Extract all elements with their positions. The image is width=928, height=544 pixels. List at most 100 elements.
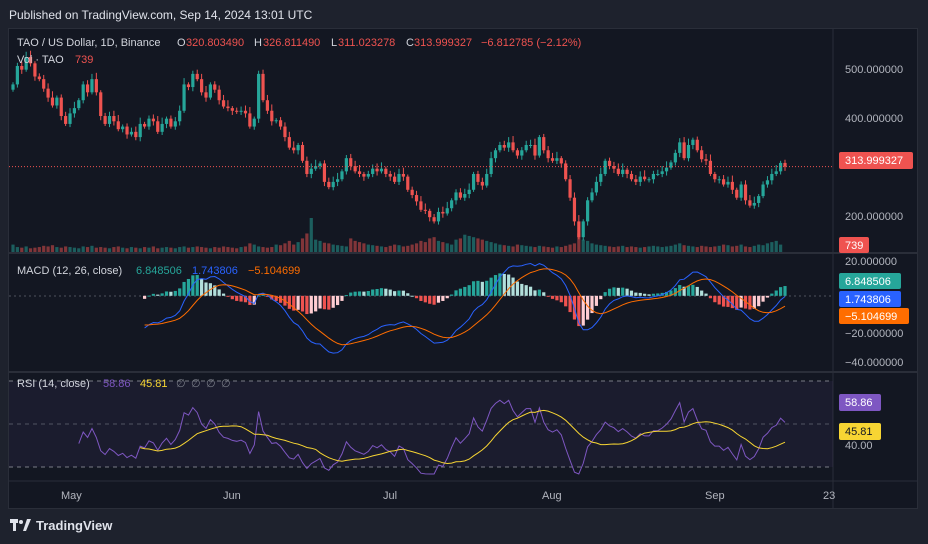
volume-bar — [59, 247, 63, 252]
macd-hist-bar — [673, 288, 677, 296]
macd-hist-bar — [770, 293, 774, 296]
volume-bar — [379, 246, 384, 252]
macd-title[interactable]: MACD (12, 26, close) — [17, 265, 122, 277]
candle-body — [186, 84, 191, 88]
macd-hist-bar — [704, 293, 708, 296]
macd-hist-bar — [375, 288, 379, 296]
symbol-title[interactable]: TAO / US Dollar, 1D, Binance — [17, 37, 160, 49]
candle-body — [515, 150, 520, 156]
macd-hist-bar — [388, 289, 392, 296]
candle-body — [239, 110, 243, 112]
volume-bar — [138, 248, 142, 252]
macd-hist-bar — [340, 295, 344, 301]
candle-body — [673, 152, 677, 163]
volume-bar — [770, 242, 774, 252]
volume-bar — [682, 245, 686, 252]
volume-bar — [305, 233, 309, 252]
candle-body — [375, 168, 379, 172]
volume-bar — [524, 245, 528, 252]
volume-bar — [599, 245, 603, 252]
macd-hist-bar — [489, 277, 493, 296]
macd-hist-bar — [164, 291, 169, 296]
volume-bar — [721, 244, 726, 252]
candle-body — [577, 221, 581, 238]
volume-bar — [265, 247, 270, 252]
candle-body — [721, 179, 726, 185]
volume-bar — [616, 246, 620, 252]
candle-body — [204, 92, 208, 98]
candle-body — [568, 179, 572, 198]
candle-body — [528, 145, 533, 146]
volume-bar — [28, 248, 33, 252]
candle-body — [752, 202, 756, 206]
candle-body — [99, 92, 103, 117]
macd-hist-bar — [226, 295, 230, 297]
volume-bar — [612, 247, 616, 252]
candle-body — [226, 106, 230, 109]
macd-hist-bar — [485, 280, 489, 296]
time-axis[interactable]: May Jun Jul Aug Sep 23 — [61, 490, 835, 502]
volume-bar — [156, 248, 160, 252]
candle-body — [142, 123, 147, 127]
volume-bar — [349, 238, 353, 252]
close-label: C — [406, 37, 414, 49]
candle-body — [739, 184, 743, 198]
candle-body — [283, 126, 287, 138]
macd-hist-bar — [603, 292, 607, 296]
candle-body — [480, 181, 484, 186]
rsi-title[interactable]: RSI (14, close) — [17, 378, 90, 390]
volume-bar — [393, 244, 397, 252]
macd-hist-bar — [643, 293, 647, 296]
candle-body — [489, 158, 493, 174]
volume-bar — [77, 248, 81, 252]
volume-bar — [68, 247, 72, 252]
volume-bar — [208, 248, 212, 252]
tradingview-logo[interactable]: TradingView — [10, 518, 112, 533]
candle-body — [340, 171, 344, 180]
candle-body — [77, 100, 81, 109]
candle-body — [432, 217, 436, 222]
tradingview-chart[interactable]: TAO / US Dollar, 1D, Binance O 320.80349… — [9, 29, 917, 508]
macd-hist-bar — [708, 295, 713, 299]
macd-hist-bar — [292, 295, 296, 311]
volume-bar — [335, 245, 340, 252]
volume-bar — [94, 247, 98, 252]
volume-bar — [274, 244, 278, 252]
macd-hist-bar — [493, 275, 498, 296]
volume-bar — [160, 247, 164, 252]
volume-label[interactable]: Vol · TAO — [17, 54, 64, 66]
macd-hist-bar — [353, 291, 357, 296]
price-tick-label: 400.000000 — [845, 113, 903, 125]
volume-bar — [713, 246, 717, 252]
macd-hist-bar — [327, 295, 331, 310]
volume-bar — [397, 245, 401, 252]
volume-bar — [765, 243, 770, 252]
macd-hist-bar — [235, 295, 239, 301]
candle-body — [678, 142, 682, 153]
candle-body — [691, 139, 695, 145]
macd-legend-value: 6.848506 — [136, 265, 182, 277]
volume-bar — [388, 245, 392, 252]
volume-bar — [757, 244, 761, 252]
macd-hist-bar — [200, 278, 204, 296]
volume-bar — [493, 243, 498, 252]
rsi-ma-badge: 45.81 — [845, 426, 873, 438]
volume-bar — [142, 247, 147, 252]
candle-body — [156, 121, 160, 132]
macd-hist-bar — [357, 291, 362, 296]
price-axis[interactable]: 500.000000 400.000000 200.000000 20.0000… — [845, 64, 903, 452]
volume-bar — [85, 247, 90, 252]
macd-hist-bar — [761, 295, 765, 302]
volume-bar — [441, 242, 445, 252]
candle-body — [287, 137, 291, 148]
volume-bar — [278, 245, 283, 252]
publish-header: Published on TradingView.com, Sep 14, 20… — [0, 0, 928, 28]
candle-body — [59, 97, 63, 117]
rsi-extra-2: ∅ — [191, 378, 201, 390]
candle-body — [160, 123, 164, 132]
rsi-legend: RSI (14, close) 58.86 45.81 ∅ ∅ ∅ ∅ — [17, 378, 231, 390]
volume-bars — [11, 218, 783, 252]
candle-body — [11, 84, 15, 90]
volume-bar — [64, 246, 68, 252]
volume-bar — [647, 246, 651, 252]
